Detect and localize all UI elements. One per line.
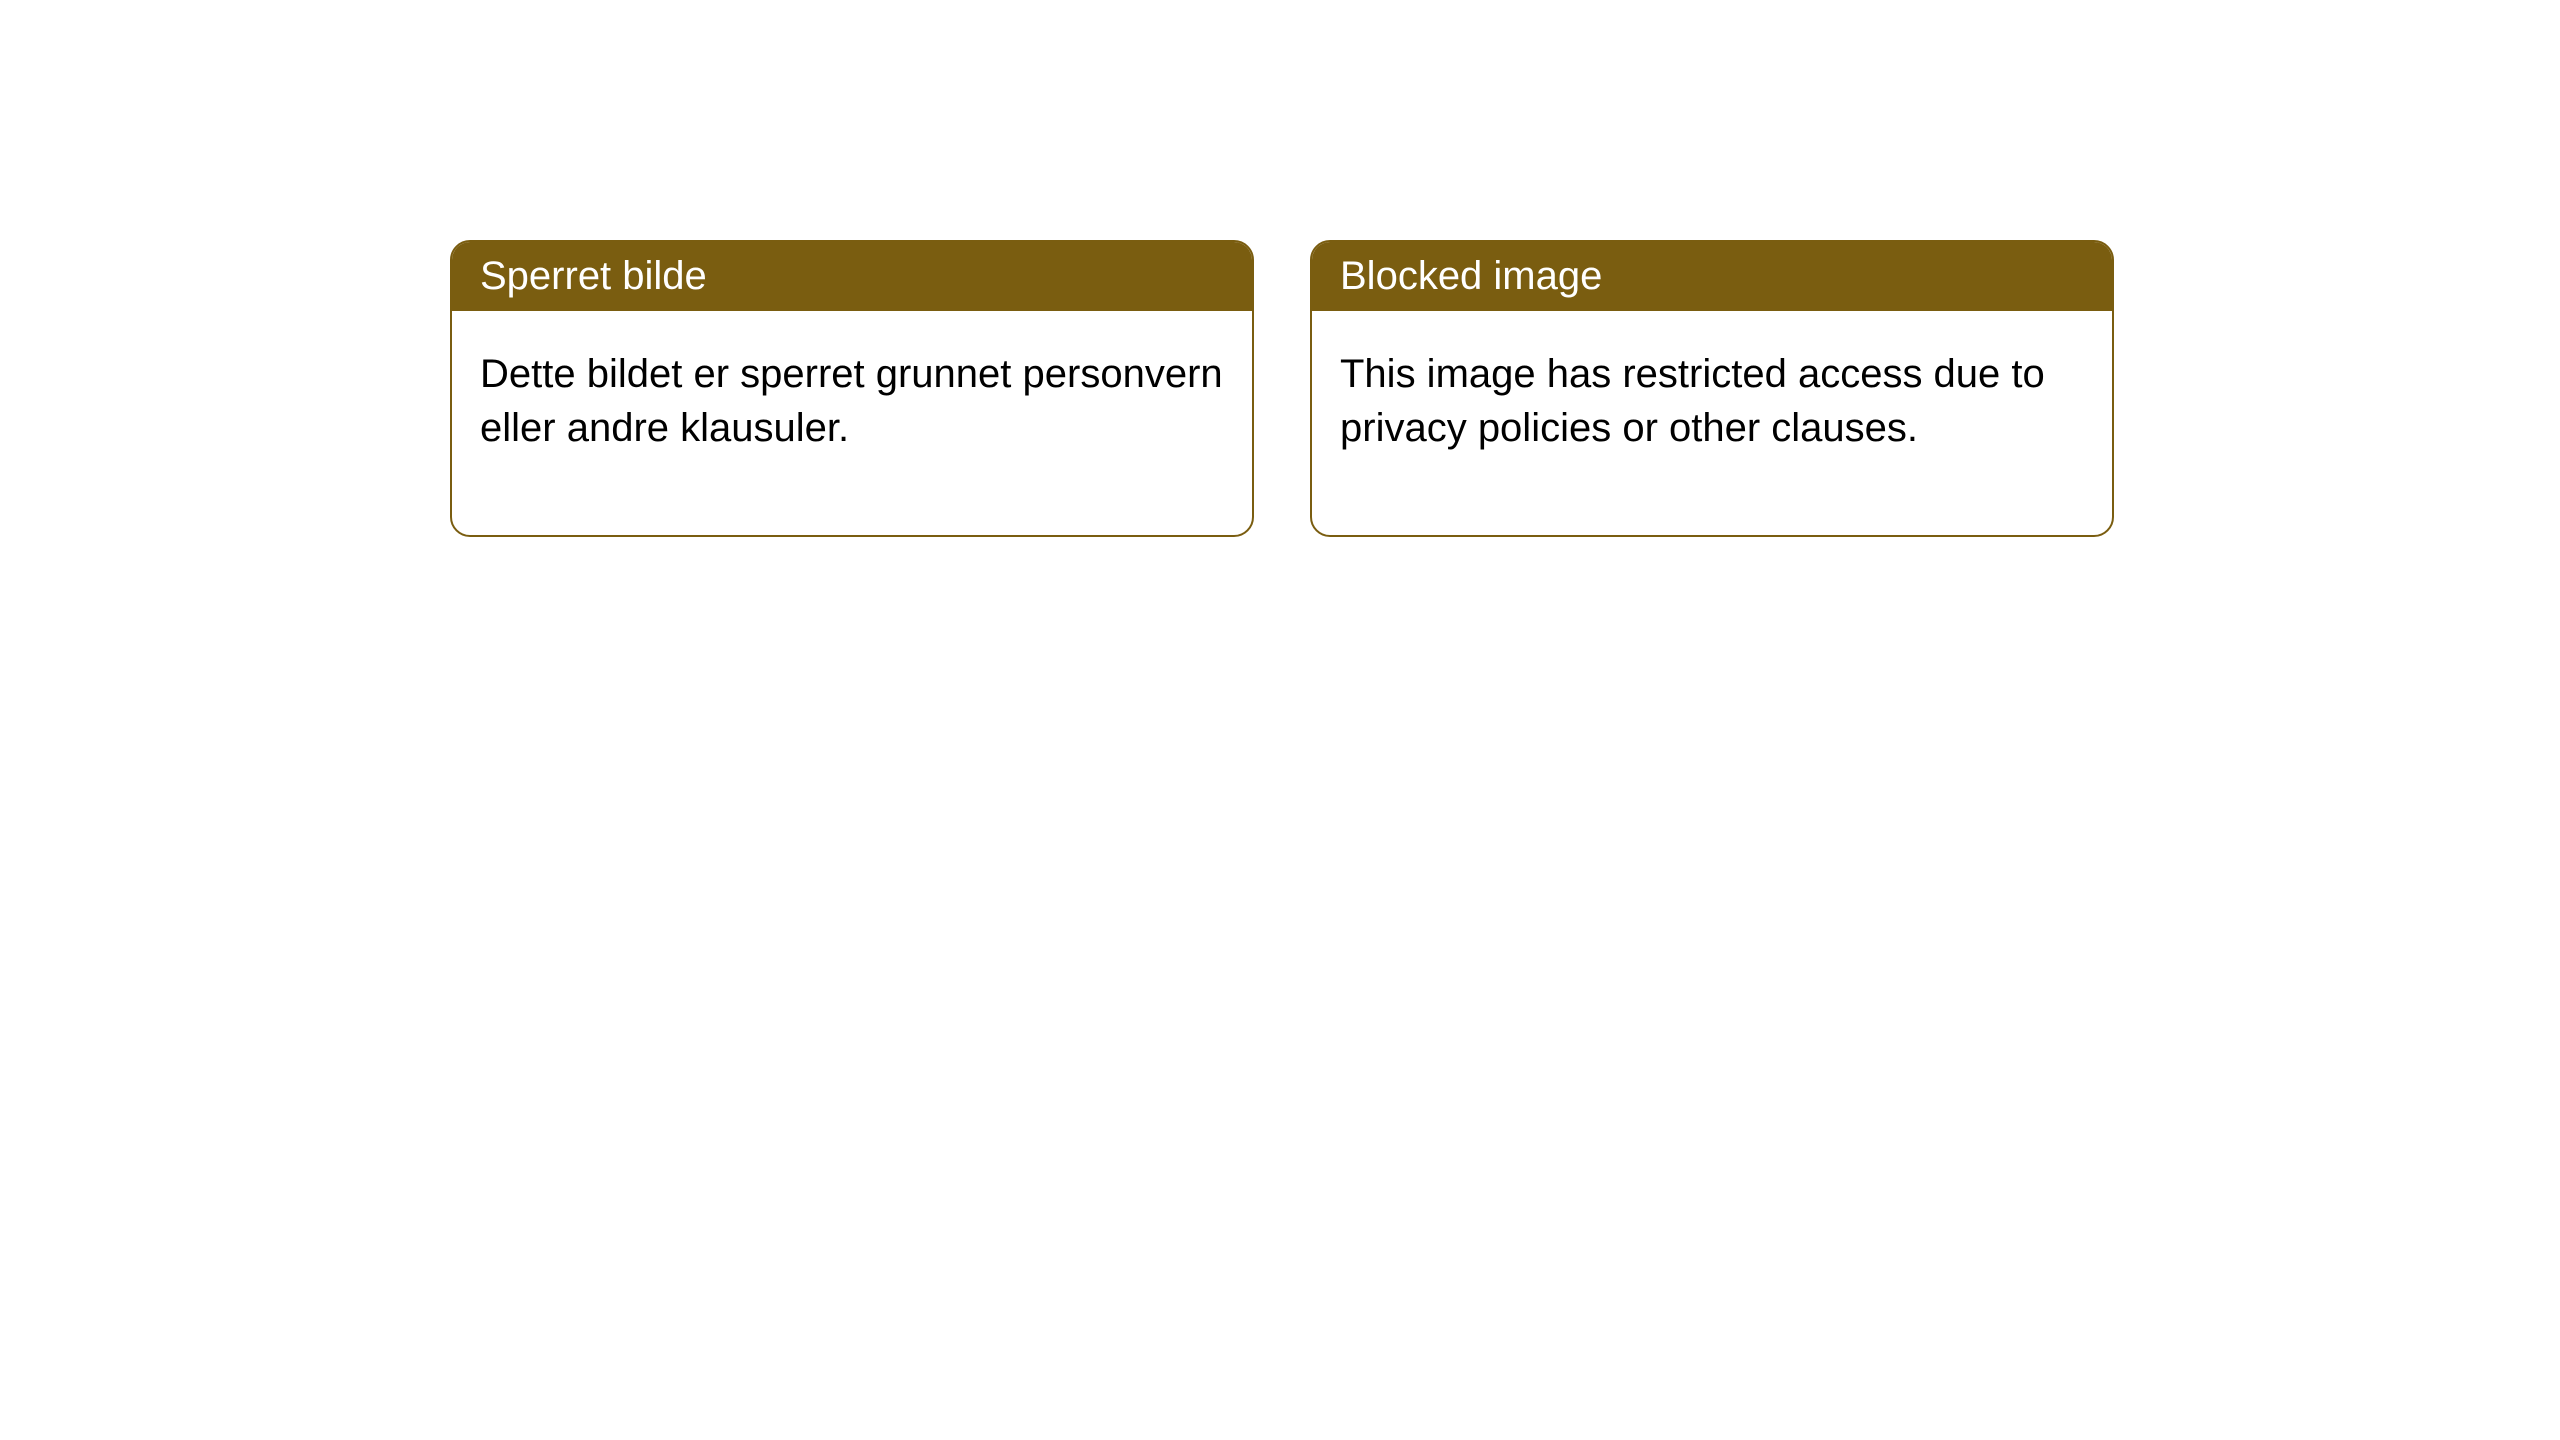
card-header: Blocked image (1312, 242, 2112, 311)
card-body: This image has restricted access due to … (1312, 311, 2112, 535)
notice-card-norwegian: Sperret bilde Dette bildet er sperret gr… (450, 240, 1254, 537)
notice-cards-container: Sperret bilde Dette bildet er sperret gr… (450, 240, 2114, 537)
card-body: Dette bildet er sperret grunnet personve… (452, 311, 1252, 535)
notice-card-english: Blocked image This image has restricted … (1310, 240, 2114, 537)
card-header: Sperret bilde (452, 242, 1252, 311)
